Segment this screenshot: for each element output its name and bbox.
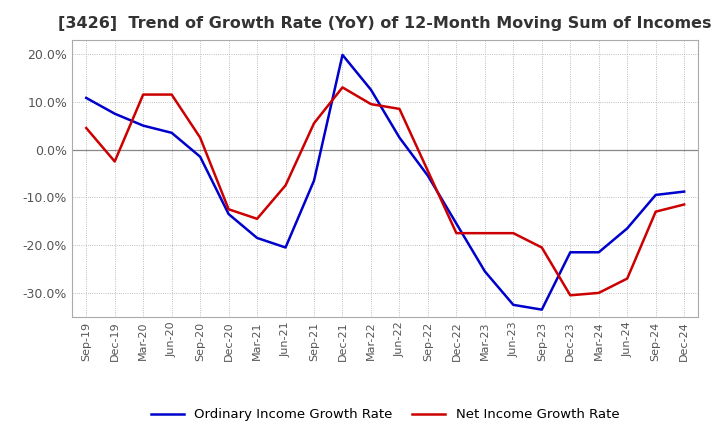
Ordinary Income Growth Rate (366, 87, 375, 92)
Ordinary Income Growth Rate (253, 235, 261, 241)
Ordinary Income Growth Rate (537, 307, 546, 312)
Ordinary Income Growth Rate (310, 178, 318, 183)
Net Income Growth Rate (395, 106, 404, 111)
Legend: Ordinary Income Growth Rate, Net Income Growth Rate: Ordinary Income Growth Rate, Net Income … (145, 403, 625, 427)
Net Income Growth Rate (139, 92, 148, 97)
Ordinary Income Growth Rate (167, 130, 176, 136)
Net Income Growth Rate (253, 216, 261, 221)
Ordinary Income Growth Rate (338, 52, 347, 58)
Title: [3426]  Trend of Growth Rate (YoY) of 12-Month Moving Sum of Incomes: [3426] Trend of Growth Rate (YoY) of 12-… (58, 16, 712, 32)
Line: Net Income Growth Rate: Net Income Growth Rate (86, 88, 684, 295)
Net Income Growth Rate (423, 169, 432, 174)
Ordinary Income Growth Rate (82, 95, 91, 101)
Ordinary Income Growth Rate (225, 211, 233, 216)
Net Income Growth Rate (623, 276, 631, 281)
Net Income Growth Rate (82, 125, 91, 131)
Ordinary Income Growth Rate (652, 192, 660, 198)
Net Income Growth Rate (366, 102, 375, 107)
Net Income Growth Rate (509, 231, 518, 236)
Net Income Growth Rate (680, 202, 688, 207)
Ordinary Income Growth Rate (196, 154, 204, 159)
Net Income Growth Rate (282, 183, 290, 188)
Ordinary Income Growth Rate (423, 173, 432, 179)
Ordinary Income Growth Rate (680, 189, 688, 194)
Net Income Growth Rate (167, 92, 176, 97)
Net Income Growth Rate (652, 209, 660, 214)
Net Income Growth Rate (310, 121, 318, 126)
Ordinary Income Growth Rate (395, 135, 404, 140)
Net Income Growth Rate (196, 135, 204, 140)
Line: Ordinary Income Growth Rate: Ordinary Income Growth Rate (86, 55, 684, 310)
Ordinary Income Growth Rate (509, 302, 518, 308)
Ordinary Income Growth Rate (139, 123, 148, 128)
Net Income Growth Rate (566, 293, 575, 298)
Ordinary Income Growth Rate (623, 226, 631, 231)
Ordinary Income Growth Rate (595, 249, 603, 255)
Ordinary Income Growth Rate (480, 269, 489, 274)
Ordinary Income Growth Rate (452, 221, 461, 226)
Ordinary Income Growth Rate (566, 249, 575, 255)
Net Income Growth Rate (452, 231, 461, 236)
Net Income Growth Rate (595, 290, 603, 296)
Net Income Growth Rate (338, 85, 347, 90)
Net Income Growth Rate (480, 231, 489, 236)
Ordinary Income Growth Rate (282, 245, 290, 250)
Net Income Growth Rate (110, 159, 119, 164)
Net Income Growth Rate (225, 207, 233, 212)
Ordinary Income Growth Rate (110, 111, 119, 116)
Net Income Growth Rate (537, 245, 546, 250)
